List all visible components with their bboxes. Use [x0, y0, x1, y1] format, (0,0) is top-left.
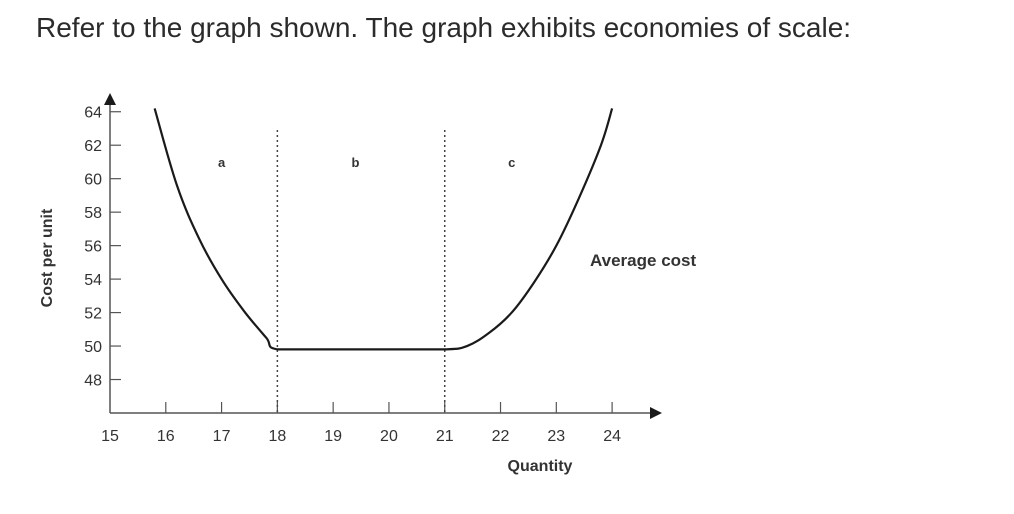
x-axis-title: Quantity: [508, 458, 573, 475]
average-cost-curve: [153, 108, 614, 351]
x-tick-label: 22: [492, 428, 510, 445]
x-tick-label: 16: [157, 428, 175, 445]
y-tick-label: 62: [84, 138, 102, 155]
x-tick-label: 20: [380, 428, 398, 445]
series-label: Average cost: [590, 251, 696, 270]
x-axis-arrow-icon: [650, 407, 662, 419]
region-dividers: [276, 130, 446, 413]
y-tick-label: 52: [84, 306, 102, 323]
y-tick-label: 54: [84, 272, 102, 289]
y-axis-title: Cost per unit: [39, 208, 56, 307]
question-text: Refer to the graph shown. The graph exhi…: [36, 12, 852, 43]
labels: Average cost a b c Quantity Cost per unit: [39, 155, 696, 475]
ticks: 48 50 52 54 56 58 60 62 64 15 16 17 18 19 20 21 22 23 24: [84, 105, 621, 445]
y-tick-label: 58: [84, 205, 102, 222]
average-cost-curve-group: [153, 108, 614, 351]
region-label-a: a: [218, 155, 226, 170]
x-tick-label: 24: [603, 428, 621, 445]
x-tick-label: 19: [324, 428, 342, 445]
region-label-b: b: [351, 155, 359, 170]
y-tick-label: 60: [84, 172, 102, 189]
axes: [104, 93, 662, 419]
y-tick-label: 56: [84, 239, 102, 256]
y-tick-label: 50: [84, 339, 102, 356]
region-label-c: c: [508, 155, 515, 170]
y-tick-label: 48: [84, 373, 102, 390]
x-tick-label: 21: [436, 428, 454, 445]
x-tick-label: 17: [213, 428, 231, 445]
y-tick-label: 64: [84, 105, 102, 122]
x-tick-label: 15: [101, 428, 119, 445]
x-tick-label: 18: [268, 428, 286, 445]
x-tick-label: 23: [547, 428, 565, 445]
y-axis-arrow-icon: [104, 93, 116, 105]
